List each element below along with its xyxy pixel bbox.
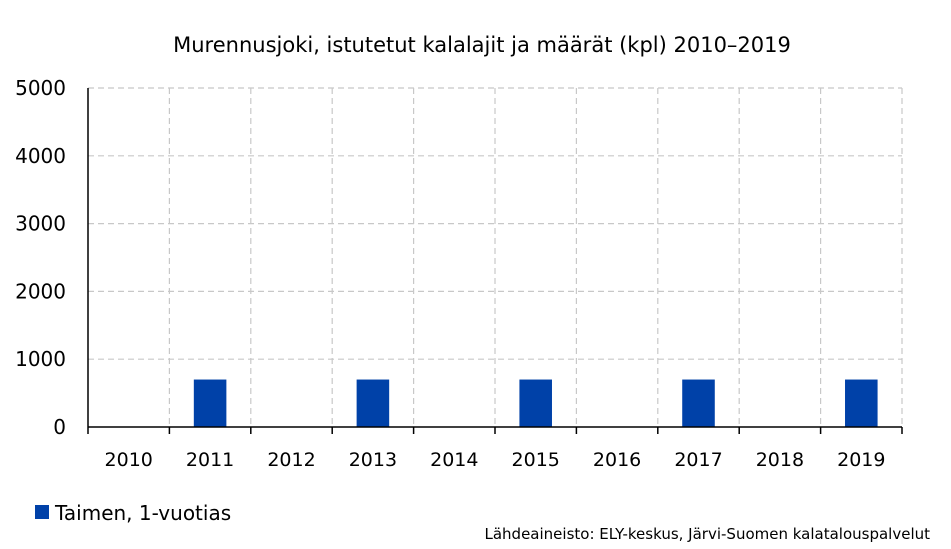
y-tick-label: 5000: [15, 76, 66, 100]
y-tick-labels: 0 1000 2000 3000 4000 5000: [15, 76, 66, 439]
x-tick-label: 2015: [512, 449, 560, 471]
x-tick-label: 2016: [593, 449, 641, 471]
y-tick-label: 3000: [15, 212, 66, 236]
bar-2013: [356, 379, 390, 427]
x-tick-label: 2012: [267, 449, 315, 471]
y-tick-label: 4000: [15, 144, 66, 168]
x-tick-label: 2014: [430, 449, 478, 471]
y-tick-label: 0: [53, 415, 66, 439]
x-tick-label: 2017: [674, 449, 722, 471]
axes: [87, 88, 903, 434]
legend-label: Taimen, 1-vuotias: [54, 501, 231, 525]
bars: [193, 379, 878, 427]
chart-title: Murennusjoki, istutetut kalalajit ja mää…: [173, 33, 791, 57]
bar-2015: [519, 379, 552, 427]
x-tick-label: 2019: [837, 449, 885, 471]
y-tick-label: 2000: [15, 279, 66, 303]
gridlines: [88, 87, 903, 427]
legend: Taimen, 1-vuotias: [35, 501, 231, 525]
bar-2017: [682, 379, 715, 427]
bar-2011: [193, 379, 227, 427]
bar-2019: [845, 379, 878, 427]
source-note: Lähdeaineisto: ELY-keskus, Järvi-Suomen …: [485, 525, 931, 543]
x-tick-label: 2011: [186, 449, 234, 471]
legend-swatch: [35, 505, 49, 519]
y-tick-label: 1000: [15, 347, 66, 371]
x-tick-label: 2013: [349, 449, 397, 471]
x-tick-labels: 2010 2011 2012 2013 2014 2015 2016 2017 2018 2019: [105, 449, 886, 471]
x-tick-label: 2018: [756, 449, 804, 471]
x-tick-label: 2010: [105, 449, 153, 471]
